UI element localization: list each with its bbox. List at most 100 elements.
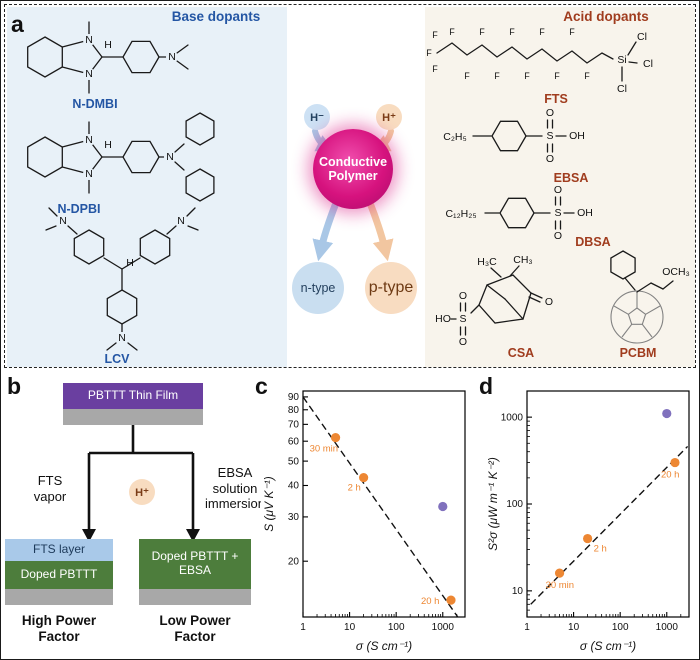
atom-label: S (459, 313, 466, 325)
x-tick-label: 10 (568, 622, 580, 633)
atom-label: Si (617, 54, 626, 66)
atom-label: O (554, 230, 562, 242)
ndmbi-structure: N N H N N-DMBI (27, 21, 189, 111)
panel-b-letter: b (7, 373, 22, 399)
proton-bubble-b: H⁺ (129, 479, 155, 505)
benzene-ring (27, 136, 63, 178)
x-tick-label: 1000 (432, 622, 455, 633)
x-tick-label: 10 (344, 622, 356, 633)
atom-label: N (85, 68, 93, 80)
atom-label: F (584, 71, 590, 81)
x-tick-label: 1000 (656, 622, 679, 633)
atom-label: Cl (643, 58, 653, 70)
fts-structure: Si Cl Cl Cl F F F F F F F F F F F F F (426, 27, 653, 106)
y-tick-label: 10 (512, 586, 524, 597)
y-tick-label: 30 (288, 512, 300, 523)
point-label: 2 h (348, 483, 361, 494)
atom-label: N (85, 34, 93, 46)
atom-label: OCH₃ (662, 266, 690, 278)
phenyl-ring (185, 168, 215, 202)
point-label: 20 h (661, 470, 680, 481)
atom-label: F (479, 27, 485, 37)
atom-label: N (59, 215, 67, 227)
x-tick-label: 100 (612, 622, 629, 633)
atom-label: F (539, 27, 545, 37)
fts-label: FTS (544, 92, 568, 106)
polymer-line1: Conductive (318, 154, 388, 169)
pbttt-film-box: PBTTT Thin Film (63, 383, 203, 409)
ndpbi-label: N-DPBI (57, 202, 100, 216)
atom-label: F (509, 27, 515, 37)
atom-label: F (554, 71, 560, 81)
point-label: 20 h (421, 596, 440, 607)
benzene-ring (491, 120, 527, 152)
benzene-ring (122, 40, 160, 74)
ebsa-immersion-label: EBSA solution immersion (205, 465, 265, 512)
phenyl-ring (73, 229, 105, 265)
atom-label: HO (435, 313, 451, 325)
atom-label: F (524, 71, 530, 81)
y-tick-label: 40 (288, 481, 300, 492)
csa-structure: H₃C CH₃ O S O O HO CSA (435, 254, 553, 360)
panel-c-letter: c (255, 373, 268, 399)
atom-label: N (166, 151, 174, 163)
to-n-type-arrow (312, 199, 340, 262)
y-tick-label: 90 (288, 392, 300, 403)
atom-label: N (177, 215, 185, 227)
fullerene-cage (610, 290, 664, 344)
process-flow-arrows (82, 425, 200, 542)
benzene-ring (499, 197, 535, 229)
x-axis-label: σ (S cm⁻¹) (580, 639, 636, 653)
atom-label: O (459, 290, 467, 302)
dbsa-label: DBSA (575, 235, 610, 249)
phenyl-ring (106, 289, 138, 325)
atom-label: H (104, 139, 112, 151)
n-type-bubble: n-type (292, 262, 344, 314)
atom-label: N (118, 332, 126, 344)
atom-label: F (569, 27, 575, 37)
doped-pbttt-ebsa-box: Doped PBTTT + EBSA (139, 539, 251, 589)
low-power-factor-label: Low Power Factor (159, 613, 231, 645)
point-label: 2 h (594, 544, 607, 555)
ndmbi-label: N-DMBI (72, 97, 117, 111)
substrate-bar (139, 589, 251, 605)
fts-layer-box: FTS layer (5, 539, 113, 561)
ndpbi-structure: N N H N N-DPBI (27, 112, 215, 216)
trend-line (530, 445, 689, 605)
ebsa-structure: C₂H₅ S O O OH EBSA (443, 107, 588, 185)
atom-label: CH₃ (513, 254, 532, 266)
atom-label: S (554, 207, 561, 219)
fts-vapor-label: FTS vapor (33, 473, 67, 504)
atom-label: O (546, 107, 554, 119)
lcv-structure: H N N N LCV (45, 207, 199, 366)
plot-frame (302, 390, 466, 618)
chart-c: 1 10 100 1000 20 30 40 50 60 70 80 90 30 min 2 h 20 h σ… (261, 381, 475, 657)
base-dopants-box: N N H N N-DMBI (7, 7, 287, 367)
p-type-bubble: p-type (365, 262, 417, 314)
benzene-ring (27, 36, 63, 78)
panel-a (4, 4, 696, 368)
lcv-label: LCV (105, 352, 131, 366)
atom-label: N (85, 134, 93, 146)
point-label: 30 min (310, 444, 339, 455)
y-tick-label: 80 (288, 405, 300, 416)
base-dopants-title: Base dopants (171, 9, 261, 24)
data-point (330, 433, 341, 443)
atom-label: N (168, 51, 176, 63)
y-axis-label: S (μV K⁻¹) (262, 476, 276, 532)
atom-label: F (426, 48, 432, 58)
pcbm-label: PCBM (620, 346, 657, 360)
chart-d: 1 10 100 1000 10 100 1000 30 min 2 h 20 h σ (S cm⁻… (485, 381, 699, 657)
atom-label: H (126, 257, 134, 269)
ebsa-label: EBSA (554, 171, 589, 185)
y-tick-label: 60 (288, 436, 300, 447)
phenyl-ring (185, 112, 215, 146)
substrate-bar (5, 589, 113, 605)
doped-pbttt-box: Doped PBTTT (5, 561, 113, 589)
left-arrowhead (82, 529, 96, 542)
atom-label: N (85, 168, 93, 180)
data-point (438, 501, 448, 512)
y-tick-label: 50 (288, 456, 300, 467)
right-arrowhead (186, 529, 200, 542)
